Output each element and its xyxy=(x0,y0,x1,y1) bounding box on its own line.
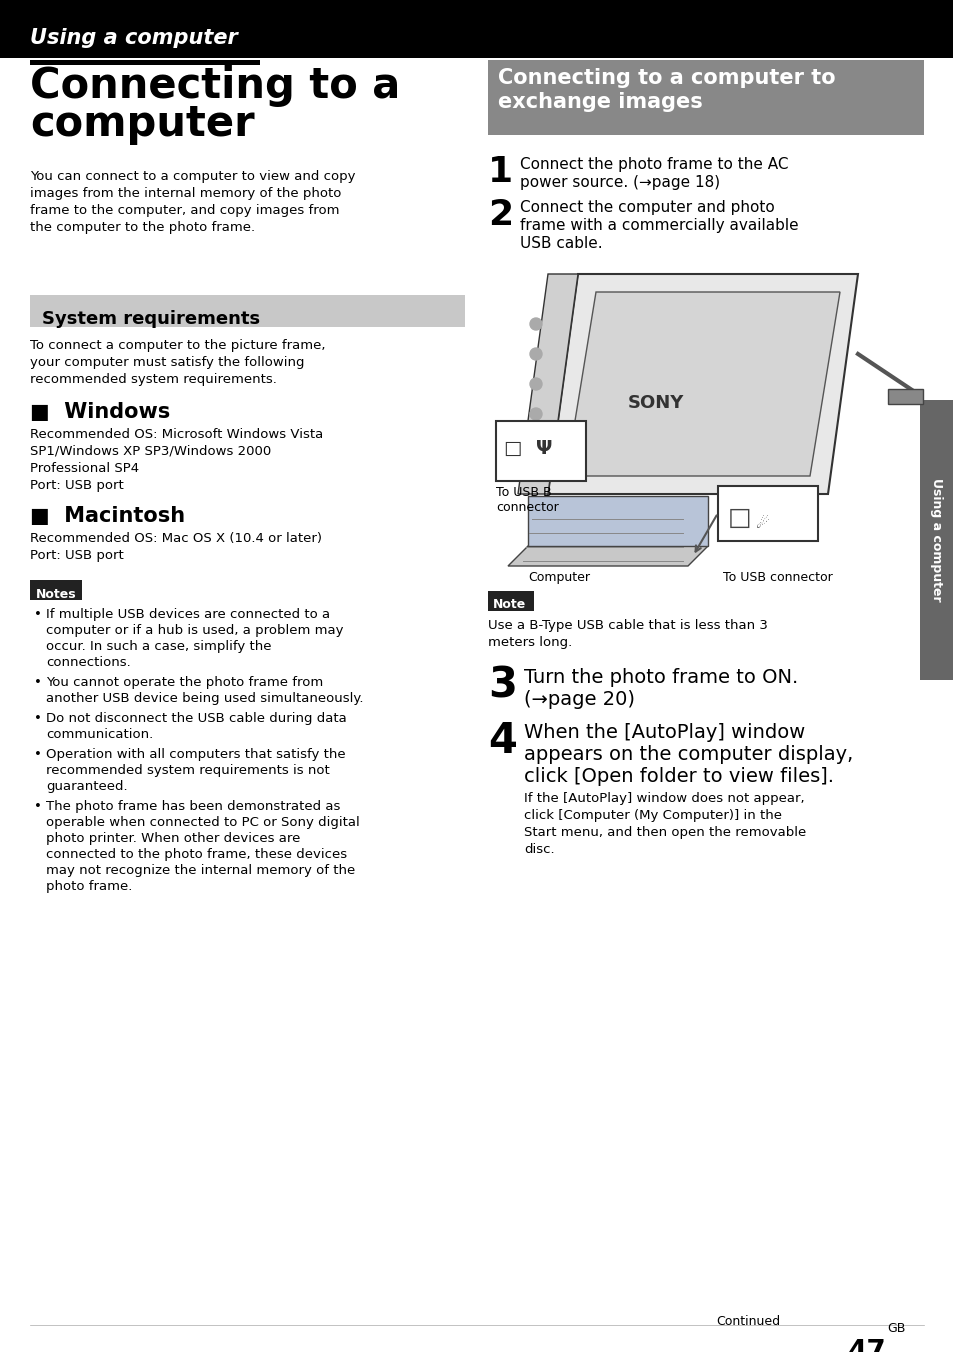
Text: Port: USB port: Port: USB port xyxy=(30,549,124,562)
Text: ☄: ☄ xyxy=(755,516,769,531)
Text: System requirements: System requirements xyxy=(42,310,260,329)
Text: USB cable.: USB cable. xyxy=(519,237,602,251)
Text: •: • xyxy=(34,713,42,725)
Polygon shape xyxy=(565,292,840,476)
Bar xyxy=(496,420,585,481)
Bar xyxy=(30,59,260,65)
Text: •: • xyxy=(34,800,42,813)
Text: Use a B-Type USB cable that is less than 3: Use a B-Type USB cable that is less than… xyxy=(488,619,767,631)
Text: You cannot operate the photo frame from: You cannot operate the photo frame from xyxy=(46,676,323,690)
Bar xyxy=(488,266,923,576)
Text: Using a computer: Using a computer xyxy=(929,479,943,602)
Text: another USB device being used simultaneously.: another USB device being used simultaneo… xyxy=(46,692,363,704)
Text: appears on the computer display,: appears on the computer display, xyxy=(523,745,852,764)
Bar xyxy=(488,591,534,611)
Text: recommended system requirements.: recommended system requirements. xyxy=(30,373,276,387)
Polygon shape xyxy=(517,274,578,493)
Text: Recommended OS: Mac OS X (10.4 or later): Recommended OS: Mac OS X (10.4 or later) xyxy=(30,531,322,545)
Text: occur. In such a case, simplify the: occur. In such a case, simplify the xyxy=(46,639,272,653)
Text: meters long.: meters long. xyxy=(488,635,572,649)
Bar xyxy=(919,400,953,680)
Bar xyxy=(0,0,953,58)
Text: Operation with all computers that satisfy the: Operation with all computers that satisf… xyxy=(46,748,345,761)
Bar xyxy=(30,580,82,600)
Text: •: • xyxy=(34,608,42,621)
Text: exchange images: exchange images xyxy=(497,92,702,112)
Text: 3: 3 xyxy=(488,665,517,707)
Text: photo frame.: photo frame. xyxy=(46,880,132,894)
Text: frame to the computer, and copy images from: frame to the computer, and copy images f… xyxy=(30,204,339,218)
Text: Professional SP4: Professional SP4 xyxy=(30,462,139,475)
Polygon shape xyxy=(507,546,707,566)
Text: click [Open folder to view files].: click [Open folder to view files]. xyxy=(523,767,833,786)
Text: click [Computer (My Computer)] in the: click [Computer (My Computer)] in the xyxy=(523,808,781,822)
Text: □: □ xyxy=(727,506,751,530)
Text: Connecting to a computer to: Connecting to a computer to xyxy=(497,68,835,88)
Text: SP1/Windows XP SP3/Windows 2000: SP1/Windows XP SP3/Windows 2000 xyxy=(30,445,271,458)
Text: 47: 47 xyxy=(847,1338,886,1352)
Text: may not recognize the internal memory of the: may not recognize the internal memory of… xyxy=(46,864,355,877)
Circle shape xyxy=(530,379,541,389)
Text: 2: 2 xyxy=(488,197,513,233)
Text: To connect a computer to the picture frame,: To connect a computer to the picture fra… xyxy=(30,339,325,352)
Text: connected to the photo frame, these devices: connected to the photo frame, these devi… xyxy=(46,848,347,861)
Text: the computer to the photo frame.: the computer to the photo frame. xyxy=(30,220,254,234)
Text: If the [AutoPlay] window does not appear,: If the [AutoPlay] window does not appear… xyxy=(523,792,803,804)
Text: Connecting to a: Connecting to a xyxy=(30,65,400,107)
Bar xyxy=(887,389,923,404)
Text: computer: computer xyxy=(30,103,254,145)
Text: photo printer. When other devices are: photo printer. When other devices are xyxy=(46,831,300,845)
Text: GB: GB xyxy=(886,1322,904,1334)
Text: Port: USB port: Port: USB port xyxy=(30,479,124,492)
Text: The photo frame has been demonstrated as: The photo frame has been demonstrated as xyxy=(46,800,340,813)
Text: •: • xyxy=(34,676,42,690)
Text: (→page 20): (→page 20) xyxy=(523,690,635,708)
Text: SONY: SONY xyxy=(627,393,683,412)
Polygon shape xyxy=(527,496,707,546)
Text: images from the internal memory of the photo: images from the internal memory of the p… xyxy=(30,187,341,200)
Text: disc.: disc. xyxy=(523,844,554,856)
Text: To USB connector: To USB connector xyxy=(722,571,832,584)
Text: connections.: connections. xyxy=(46,656,131,669)
Bar xyxy=(488,59,923,135)
Text: ■  Windows: ■ Windows xyxy=(30,402,170,422)
Text: Connect the photo frame to the AC: Connect the photo frame to the AC xyxy=(519,157,788,172)
Bar xyxy=(30,295,464,327)
Text: To USB B
connector: To USB B connector xyxy=(496,485,558,514)
Text: Recommended OS: Microsoft Windows Vista: Recommended OS: Microsoft Windows Vista xyxy=(30,429,323,441)
Text: Computer: Computer xyxy=(527,571,589,584)
Circle shape xyxy=(530,347,541,360)
Text: □  Ψ: □ Ψ xyxy=(503,439,552,458)
Text: Using a computer: Using a computer xyxy=(30,28,237,49)
Text: •: • xyxy=(34,748,42,761)
Text: communication.: communication. xyxy=(46,727,153,741)
Text: 4: 4 xyxy=(488,721,517,763)
Bar xyxy=(718,485,817,541)
Text: Start menu, and then open the removable: Start menu, and then open the removable xyxy=(523,826,805,840)
Text: guaranteed.: guaranteed. xyxy=(46,780,128,794)
Text: Do not disconnect the USB cable during data: Do not disconnect the USB cable during d… xyxy=(46,713,346,725)
Text: Notes: Notes xyxy=(36,588,76,600)
Text: operable when connected to PC or Sony digital: operable when connected to PC or Sony di… xyxy=(46,817,359,829)
Text: You can connect to a computer to view and copy: You can connect to a computer to view an… xyxy=(30,170,355,183)
Text: When the [AutoPlay] window: When the [AutoPlay] window xyxy=(523,723,804,742)
Text: Note: Note xyxy=(493,599,526,611)
Text: ■  Macintosh: ■ Macintosh xyxy=(30,506,185,526)
Text: Turn the photo frame to ON.: Turn the photo frame to ON. xyxy=(523,668,798,687)
Text: 1: 1 xyxy=(488,155,513,189)
Text: Connect the computer and photo: Connect the computer and photo xyxy=(519,200,774,215)
Text: power source. (→page 18): power source. (→page 18) xyxy=(519,174,720,191)
Text: Continued: Continued xyxy=(715,1315,780,1328)
Text: If multiple USB devices are connected to a: If multiple USB devices are connected to… xyxy=(46,608,330,621)
Text: computer or if a hub is used, a problem may: computer or if a hub is used, a problem … xyxy=(46,625,343,637)
Text: recommended system requirements is not: recommended system requirements is not xyxy=(46,764,330,777)
Text: frame with a commercially available: frame with a commercially available xyxy=(519,218,798,233)
Circle shape xyxy=(530,408,541,420)
Polygon shape xyxy=(547,274,857,493)
Circle shape xyxy=(530,318,541,330)
Text: your computer must satisfy the following: your computer must satisfy the following xyxy=(30,356,304,369)
